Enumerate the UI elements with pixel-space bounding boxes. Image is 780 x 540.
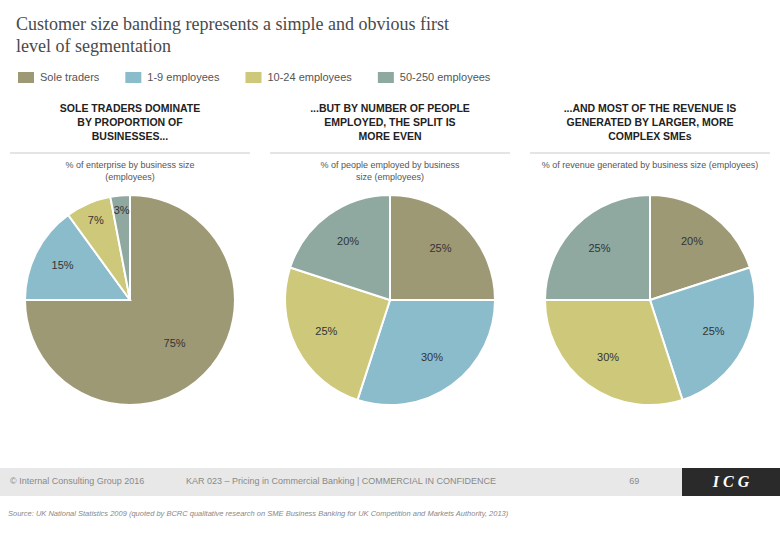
legend: Sole traders 1-9 employees 10-24 employees… bbox=[18, 71, 491, 83]
source: Source: UK National Statistics 2009 (quo… bbox=[8, 509, 509, 518]
footer-right: 69 bbox=[629, 476, 639, 486]
footer-bar bbox=[0, 468, 682, 496]
data-label: 20% bbox=[337, 235, 359, 247]
data-label: 25% bbox=[315, 325, 337, 337]
pie-panel: ...BUT BY NUMBER OF PEOPLEEMPLOYED, THE … bbox=[270, 102, 510, 405]
slices bbox=[285, 195, 495, 405]
panel-title: ...AND MOST OF THE REVENUE ISGENERATED B… bbox=[564, 102, 737, 142]
data-label: 25% bbox=[588, 242, 610, 254]
panel-subtitle: % of enterprise by business size(employe… bbox=[65, 160, 194, 182]
data-label: 25% bbox=[703, 325, 725, 337]
panel-subtitle: % of revenue generated by business size … bbox=[542, 160, 759, 170]
rule bbox=[10, 153, 250, 154]
legend-swatch bbox=[378, 72, 394, 83]
data-label: 20% bbox=[681, 235, 703, 247]
background bbox=[0, 0, 780, 540]
legend-entry: Sole traders bbox=[40, 71, 100, 83]
data-label: 7% bbox=[88, 214, 104, 226]
data-label: 15% bbox=[52, 259, 74, 271]
slice bbox=[110, 195, 130, 300]
pie-panel: SOLE TRADERS DOMINATEBY PROPORTION OFBUS… bbox=[10, 102, 250, 405]
legend-entry: 50-250 employees bbox=[400, 71, 491, 83]
data-label: 30% bbox=[597, 351, 619, 363]
slice bbox=[545, 195, 650, 300]
data-label: 30% bbox=[421, 351, 443, 363]
slices bbox=[545, 195, 755, 405]
data-labels: 20% 25% 30% 25% bbox=[588, 235, 724, 363]
legend-swatch bbox=[18, 72, 34, 83]
pie-panel: ...AND MOST OF THE REVENUE ISGENERATED B… bbox=[530, 102, 770, 405]
slice bbox=[290, 195, 390, 300]
legend-entry: 10-24 employees bbox=[267, 71, 352, 83]
slices bbox=[25, 195, 235, 405]
logo: I C G bbox=[712, 473, 750, 490]
data-labels: 75% 15% 7% 3% bbox=[52, 204, 186, 349]
panel-title: ...BUT BY NUMBER OF PEOPLEEMPLOYED, THE … bbox=[310, 102, 470, 142]
legend-entry: 1-9 employees bbox=[147, 71, 220, 83]
panel-subtitle: % of people employed by businesssize (em… bbox=[320, 160, 460, 182]
data-labels: 25% 30% 25% 20% bbox=[315, 235, 451, 363]
footer-center: KAR 023 – Pricing in Commercial Banking … bbox=[186, 476, 496, 486]
data-label: 3% bbox=[114, 204, 130, 216]
data-label: 25% bbox=[429, 242, 451, 254]
logo-box bbox=[682, 468, 780, 496]
footer: © Internal Consulting Group 2016 KAR 023 … bbox=[0, 468, 780, 496]
legend-swatch bbox=[125, 72, 141, 83]
slice bbox=[390, 195, 495, 300]
slice bbox=[25, 195, 235, 405]
rule bbox=[530, 153, 770, 154]
data-label: 75% bbox=[164, 337, 186, 349]
footer-left: © Internal Consulting Group 2016 bbox=[10, 476, 144, 486]
title: Customer size banding represents a simpl… bbox=[16, 14, 449, 56]
chart: Customer size banding represents a simpl… bbox=[0, 0, 780, 540]
panel-title: SOLE TRADERS DOMINATEBY PROPORTION OFBUS… bbox=[60, 102, 200, 142]
slice bbox=[545, 300, 682, 405]
legend-swatch bbox=[245, 72, 261, 83]
rule bbox=[270, 153, 510, 154]
